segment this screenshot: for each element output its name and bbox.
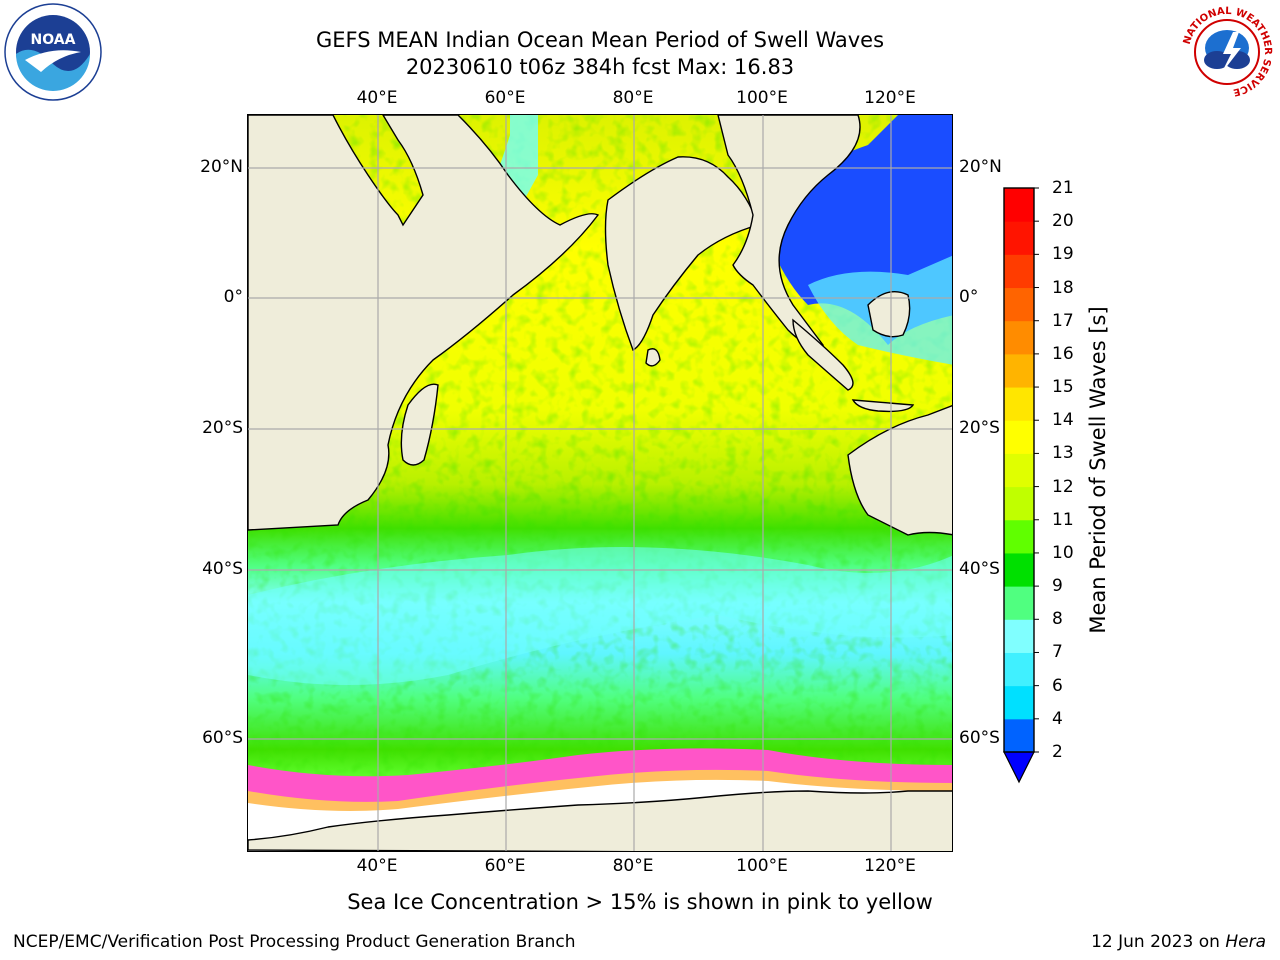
lon-tick-bottom: 120°E [864,856,916,876]
land [248,115,952,851]
graticule [248,115,952,851]
colorbar-level-label: 14 [1052,410,1074,431]
nws-logo: NATIONAL WEATHER SERVICE [1180,5,1274,99]
colorbar-level-label: 13 [1052,443,1074,464]
lon-tick-bottom: 80°E [612,856,654,876]
colorbar-level-label: 4 [1052,708,1063,729]
lon-tick-bottom: 100°E [736,856,788,876]
colorbar-level-label: 18 [1052,277,1074,298]
colorbar-level-label: 12 [1052,476,1074,497]
colorbar-bin [1004,519,1034,554]
colorbar-bin [1004,387,1034,421]
colorbar-bin [1004,552,1034,587]
lat-tick-left: 20°S [202,418,243,438]
colorbar-level-label: 9 [1052,576,1063,597]
colorbar-level-label: 16 [1052,343,1074,364]
colorbar-bin [1004,420,1034,454]
colorbar-bin [1004,320,1034,355]
colorbar-level-label: 11 [1052,509,1074,530]
colorbar-bin [1004,353,1034,388]
colorbar-level-label: 10 [1052,542,1074,563]
colorbar-level-label: 21 [1052,178,1074,198]
colorbar-level-label: 15 [1052,377,1074,398]
colorbar-bin [1004,287,1034,322]
lon-tick-top: 40°E [356,88,398,108]
colorbar-level-label: 2 [1052,742,1063,762]
southern-cyan-band [248,547,952,685]
noaa-logo-text: NOAA [31,32,76,48]
lat-tick-right: 40°S [959,559,1000,579]
lat-tick-right: 0° [959,287,979,307]
chart-subtitle: 20230610 t06z 384h fcst Max: 16.83 [405,55,795,79]
noaa-logo: NOAA [4,3,102,101]
colorbar-bin [1004,221,1034,255]
sea-ice-caption-text: Sea Ice Concentration > 15% is shown in … [347,890,933,914]
colorbar-title: Mean Period of Swell Waves [s] [1086,306,1110,634]
colorbar-level-label: 8 [1052,609,1063,630]
footer-credit: NCEP/EMC/Verification Post Processing Pr… [13,932,576,952]
footer-date: 12 Jun 2023 on Hera [1091,932,1266,952]
colorbar-level-label: 20 [1052,211,1074,232]
colorbar-frame [1003,187,1035,753]
lat-tick-left: 40°S [202,559,243,579]
lon-tick-top: 80°E [612,88,654,108]
footer-host: Hera [1225,932,1266,952]
lon-tick-top: 100°E [736,88,788,108]
lat-tick-right: 20°N [959,157,1002,177]
colorbar-bin [1004,453,1034,488]
colorbar-bin [1004,586,1034,620]
colorbar-bin [1004,652,1034,687]
lon-tick-bottom: 60°E [484,856,526,876]
colorbar-level-label: 7 [1052,642,1063,663]
colorbar-bin [1004,718,1034,753]
colorbar-level-label: 19 [1052,244,1074,265]
sea-ice-band [248,748,952,807]
colorbar-level-label: 6 [1052,675,1063,696]
footer-date-prefix: 12 Jun 2023 on [1091,932,1226,952]
colorbar [1003,187,1039,784]
colorbar-bin [1004,685,1034,720]
lat-tick-left: 0° [223,287,243,307]
map-canvas [248,115,952,851]
lat-tick-right: 60°S [959,728,1000,748]
colorbar-under-arrow [1003,751,1035,784]
colorbar-level-label: 17 [1052,310,1074,331]
lon-tick-bottom: 40°E [356,856,398,876]
lat-tick-left: 20°N [200,157,243,177]
colorbar-bin [1004,486,1034,521]
colorbar-bin [1004,188,1034,222]
lat-tick-right: 20°S [959,418,1000,438]
colorbar-bin [1004,254,1034,289]
lon-tick-top: 120°E [864,88,916,108]
sea-ice-edge [248,769,952,816]
sea-ice-caption: Sea Ice Concentration > 15% is shown in … [0,890,1280,914]
colorbar-bin [1004,619,1034,653]
chart-title: GEFS MEAN Indian Ocean Mean Period of Sw… [315,28,885,52]
lon-tick-top: 60°E [484,88,526,108]
map-panel [247,114,953,852]
lat-tick-left: 60°S [202,728,243,748]
